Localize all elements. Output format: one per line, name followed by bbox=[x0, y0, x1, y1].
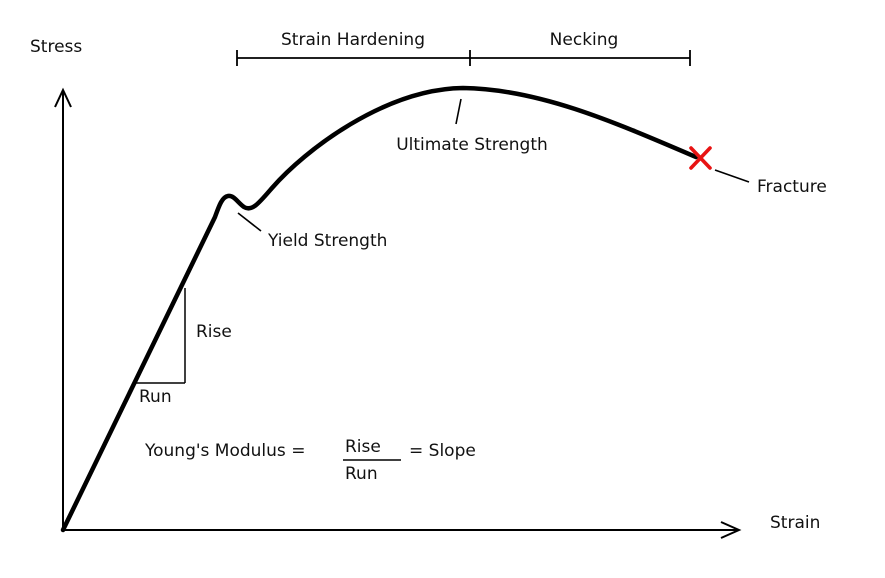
ultimate-strength-label: Ultimate Strength bbox=[396, 135, 548, 155]
y-axis bbox=[54, 87, 72, 530]
x-axis-arrow-icon bbox=[720, 521, 742, 539]
fracture-label: Fracture bbox=[757, 177, 827, 197]
fracture-x-icon bbox=[689, 146, 712, 170]
yield-strength-callout-line bbox=[237, 212, 262, 232]
strain-hardening-bracket bbox=[236, 50, 471, 66]
formula: Young's Modulus = Rise Run = Slope bbox=[144, 437, 476, 484]
y-axis-arrow-icon bbox=[54, 87, 72, 108]
x-axis-label: Strain bbox=[770, 513, 820, 533]
formula-lhs: Young's Modulus = bbox=[144, 441, 305, 461]
necking-bracket bbox=[470, 50, 691, 66]
strain-hardening-label: Strain Hardening bbox=[281, 30, 425, 50]
ultimate-strength-callout-line bbox=[455, 98, 462, 125]
run-label: Run bbox=[139, 387, 172, 407]
x-axis bbox=[63, 521, 742, 539]
rise-run-triangle bbox=[136, 288, 186, 384]
formula-rhs: = Slope bbox=[409, 441, 476, 461]
necking-label: Necking bbox=[550, 30, 619, 50]
rise-label: Rise bbox=[196, 322, 232, 342]
yield-strength-label: Yield Strength bbox=[267, 231, 387, 251]
formula-denominator: Run bbox=[345, 464, 378, 484]
formula-numerator: Rise bbox=[345, 437, 381, 457]
y-axis-label: Stress bbox=[30, 37, 82, 57]
stress-strain-curve bbox=[60, 85, 699, 533]
fracture-callout-line bbox=[714, 169, 750, 183]
